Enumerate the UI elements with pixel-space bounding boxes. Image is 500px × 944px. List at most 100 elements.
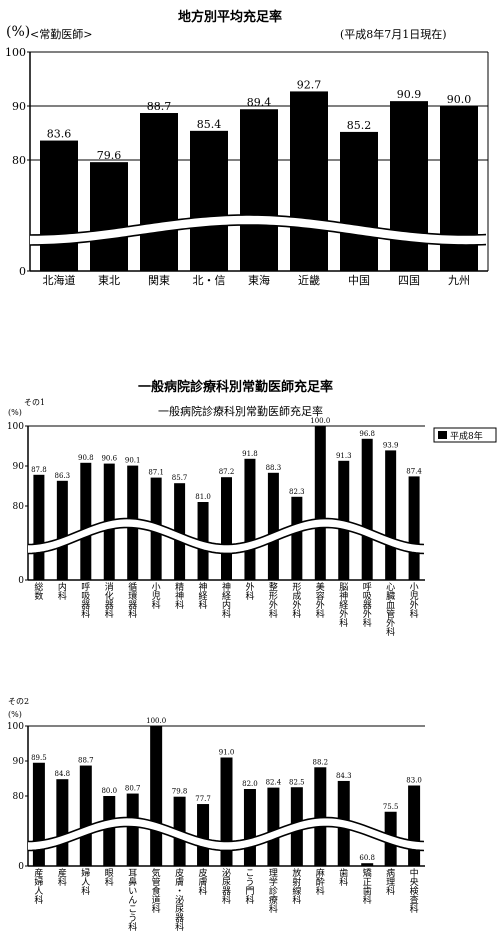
bar [221,477,232,580]
category-label: 産婦人科 [34,867,43,906]
bar-value-label: 88.7 [78,757,94,765]
category-label: 心臓血管外科 [386,582,395,638]
chart1-svg: 100 90 80 0 83.6 79.6 88.7 85.4 89.4 92.7 85.2 90.9… [5,46,489,287]
bar [220,757,233,866]
bar-value-label: 87.1 [148,469,164,477]
category-label: 東北 [98,274,120,287]
bar-value-label: 96.8 [359,430,375,438]
bar-value-label: 79.6 [97,149,122,162]
chart1-date: (平成8年7月1日現在) [340,28,447,41]
category-label: 東海 [248,273,270,287]
category-label: 消化器科 [105,581,114,620]
legend-label: 平成8年 [450,430,483,442]
bar-value-label: 83.0 [406,777,422,785]
category-label: 泌尿器科 [222,867,231,906]
bar-value-label: 87.4 [406,467,422,475]
y-tick-label: 80 [13,792,25,802]
category-label: 気管食道科 [152,867,161,915]
y-tick-label: 0 [18,862,24,872]
bar [240,109,278,272]
category-label: 理学診療科 [269,868,278,915]
category-label: 歯科 [339,867,348,888]
bar-value-label: 84.8 [55,770,71,778]
y-tick-label: 0 [18,576,24,586]
category-label: 婦人科 [81,867,90,897]
bar-value-label: 100.0 [310,417,330,425]
y-tick-label: 0 [19,265,26,278]
category-label: 中央検査科 [410,867,419,915]
axis-break-edge [27,825,425,852]
category-label: 呼吸器外科 [363,582,372,629]
bar [390,101,428,271]
bar [56,779,69,866]
y-tick-label: 100 [5,46,26,59]
bar [408,785,421,866]
axis-break-edge [27,517,425,546]
category-label: 呼吸器科 [81,582,90,620]
bar-value-label: 60.8 [359,854,375,862]
category-label: 小児科 [152,582,161,611]
bar [290,91,328,271]
bar [174,483,186,580]
category-label: 関東 [148,274,170,287]
y-tick-label: 100 [7,722,24,732]
bar-value-label: 90.0 [447,93,472,106]
category-label: 中国 [348,274,370,287]
axis-break-edge [27,816,425,843]
category-label: 産科 [58,867,67,888]
chart3-part: その2 [8,697,30,706]
chart1-unit: (%) [6,24,31,40]
category-label: 形成外科 [292,581,301,620]
category-label: 矯正歯科 [363,867,372,906]
bar [90,162,128,271]
bar [314,426,326,580]
bar-value-label: 79.8 [172,788,188,796]
legend-box [433,427,497,443]
bar [140,113,178,272]
bar [33,474,45,580]
bar-value-label: 82.3 [289,488,305,496]
category-label: 循環器科 [128,581,137,620]
category-label: 麻酔科 [316,867,325,897]
legend-swatch [438,431,447,439]
category-label: 外科 [245,581,254,602]
bar [244,458,256,580]
chart1-title: 地方別平均充足率 [178,10,283,25]
bar-value-label: 90.6 [101,455,117,463]
bar [197,804,210,866]
bar [190,130,228,271]
bar-value-label: 88.2 [313,758,329,766]
bar-value-label: 80.0 [101,787,117,795]
bar [40,140,78,271]
bar-value-label: 87.8 [31,466,47,474]
category-label: 小児外科 [410,582,419,620]
category-label: 耳鼻いんこう科 [128,868,137,933]
bar-value-label: 100.0 [146,717,166,725]
category-label: 北海道 [43,273,76,287]
legend: 平成8年 [433,427,497,443]
bar [385,450,397,580]
bar-value-label: 82.0 [242,780,258,788]
bar-value-label: 87.2 [219,468,235,476]
chart2-part: その1 [24,398,46,407]
bar [361,438,373,580]
bar [267,472,279,580]
bar-value-label: 89.5 [31,754,47,762]
axis-break-edge [29,214,487,236]
category-label: 神経内科 [222,581,231,620]
y-tick-label: 90 [13,757,25,767]
bar-value-label: 90.9 [397,88,422,101]
bar [408,476,420,580]
bar [79,765,92,866]
y-tick-label: 90 [13,462,25,472]
chart1-note: <常勤医師> [30,28,93,41]
chart2-title: 一般病院診療科別常勤医師充足率 [158,405,323,418]
bar-value-label: 84.3 [336,772,352,780]
chart3-svg: 100 90 80 0 89.5 84.8 88.7 80.0 80.7 100.0 79.8 77.… [7,717,425,933]
bar-value-label: 89.4 [247,96,272,109]
bar-value-label: 91.8 [242,450,258,458]
y-tick-label: 90 [12,100,26,113]
bar-value-label: 85.4 [197,118,222,131]
category-label: 病理科 [386,867,395,897]
bar-value-label: 82.4 [266,779,282,787]
